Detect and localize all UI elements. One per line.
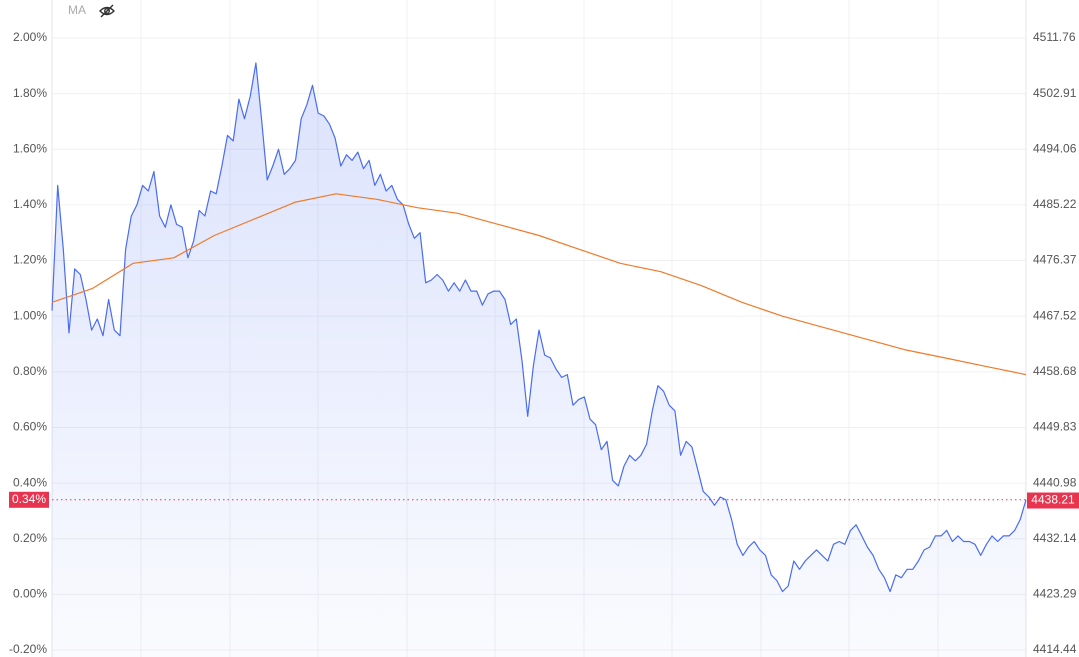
y-tick-label: 0.80% — [13, 364, 47, 378]
y-tick-label: 0.60% — [13, 420, 47, 434]
y2-tick-label: 4467.52 — [1033, 308, 1077, 322]
line — [51, 62, 1027, 593]
y2-tick-label: 4502.91 — [1033, 86, 1077, 100]
y-tick-label: 1.60% — [13, 141, 47, 155]
line — [51, 193, 1027, 376]
y-tick-label: 1.80% — [13, 86, 47, 100]
y-tick-label: 2.00% — [13, 30, 47, 44]
y-tick-label: -0.20% — [9, 642, 47, 656]
y2-tick-label: 4494.06 — [1033, 141, 1077, 155]
y-tick-label: 1.20% — [13, 253, 47, 267]
y2-tick-label: 4423.29 — [1033, 587, 1077, 601]
y2-tick-label: 4449.83 — [1033, 420, 1077, 434]
y-tick-label: 1.40% — [13, 197, 47, 211]
y2-tick-label: 4440.98 — [1033, 475, 1077, 489]
y2-tick-label: 4511.76 — [1033, 30, 1076, 44]
y2-tick-label: 4476.37 — [1033, 253, 1077, 267]
last-price-box — [1027, 492, 1079, 509]
area — [52, 63, 1026, 657]
y-tick-label: 0.40% — [13, 475, 47, 489]
visibility-icon[interactable] — [99, 4, 115, 18]
last-value-box — [9, 491, 49, 508]
y2-tick-label: 4414.44 — [1033, 642, 1077, 656]
last-price-label: 4438.21 — [1031, 493, 1075, 507]
indicator-label: MA — [68, 3, 86, 17]
y-tick-label: 0.00% — [13, 587, 47, 601]
y-tick-label: 0.20% — [13, 531, 47, 545]
y2-tick-label: 4458.68 — [1033, 364, 1077, 378]
y2-tick-label: 4432.14 — [1033, 531, 1077, 545]
y2-tick-label: 4485.22 — [1033, 197, 1077, 211]
last-value-label: 0.34% — [12, 492, 46, 506]
y-tick-label: 1.00% — [13, 308, 47, 322]
